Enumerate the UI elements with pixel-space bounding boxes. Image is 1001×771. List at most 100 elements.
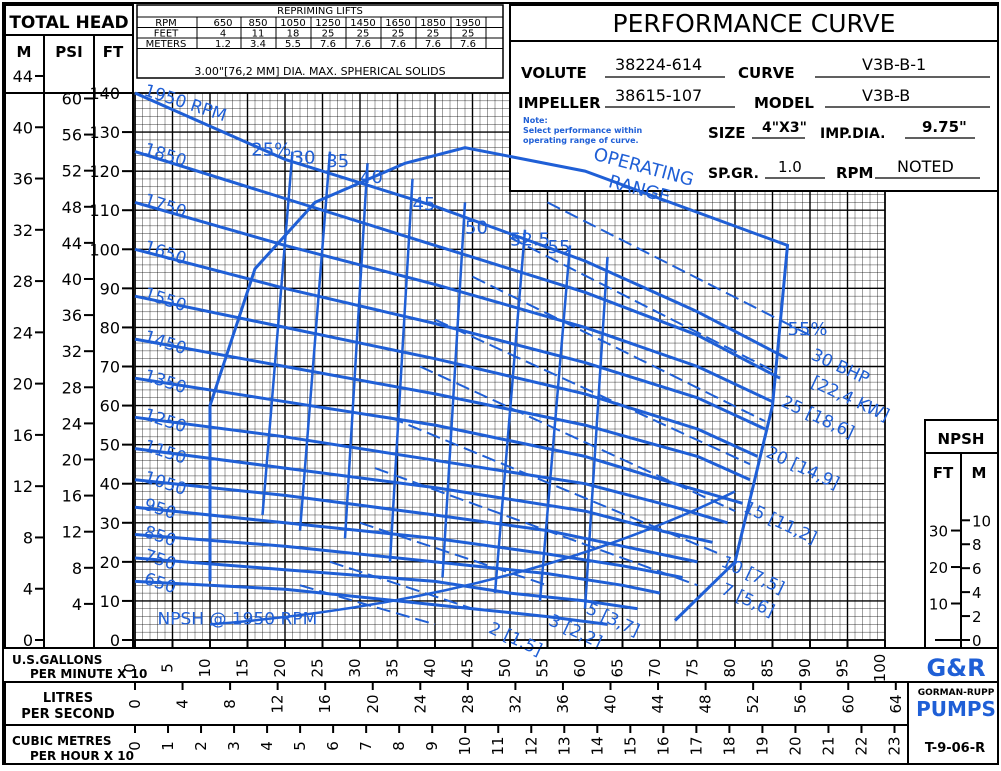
spgr-value: 1.0 — [778, 158, 802, 176]
lps-tick-label: 44 — [649, 694, 667, 713]
gpm-tick-label: 100 — [871, 654, 889, 683]
gpm-tick-label: 40 — [421, 658, 439, 677]
gpm-tick-label: 15 — [234, 658, 252, 677]
bhp-line — [329, 560, 473, 610]
cmh-tick-label: 15 — [621, 736, 639, 755]
note-title: Note: — [523, 116, 548, 125]
logo-text-1: G&R — [926, 654, 985, 682]
repriming-lifts-table: REPRIMING LIFTS RPM 650 850 1050 1250 1450 165… — [136, 4, 504, 79]
psi-tick-label: 52 — [62, 162, 82, 181]
efficiency-label: 35 — [326, 151, 349, 172]
lps-tick-label: 64 — [887, 694, 905, 713]
gorman-rupp-logo: G&R GORMAN-RUPP PUMPS — [916, 652, 996, 721]
efficiency-label: 55% — [788, 319, 828, 340]
npsh-m-tick-label: 0 — [972, 632, 982, 650]
chart-code: T-9-06-R — [925, 741, 985, 756]
ft-tick-label: 130 — [89, 123, 120, 142]
psi-tick-label: 40 — [62, 270, 82, 289]
head-curve — [134, 579, 608, 626]
gpm-tick-label: 55 — [534, 658, 552, 677]
gpm-tick-label: 30 — [346, 658, 364, 677]
psi-tick-label: 56 — [62, 126, 82, 145]
note-line1: Select performance within — [523, 126, 643, 135]
impdia-label: IMP.DIA. — [820, 126, 885, 142]
psi-tick-label: 48 — [62, 198, 82, 217]
title: PERFORMANCE CURVE — [613, 9, 896, 38]
lps-tick-label: 12 — [269, 694, 287, 713]
gpm-tick-label: 10 — [196, 658, 214, 677]
cmh-tick-label: 21 — [819, 736, 837, 755]
cmh-label-1: CUBIC METRES — [12, 734, 112, 748]
psi-tick-label: 44 — [62, 234, 82, 253]
ft-tick-label: 100 — [89, 240, 120, 259]
bhp-line — [434, 318, 751, 466]
gpm-tick-label: 0 — [121, 663, 139, 673]
m-tick-label: 36 — [13, 170, 33, 189]
repriming-cell: 1050 — [280, 18, 305, 29]
repriming-cell: 1850 — [420, 18, 445, 29]
npsh-title: NPSH — [938, 430, 985, 448]
m-tick-label: 28 — [13, 272, 33, 291]
lps-tick-label: 20 — [364, 694, 382, 713]
lps-tick-label: 28 — [459, 694, 477, 713]
efficiency-label: 55 — [548, 237, 571, 258]
m-tick-label: 24 — [13, 323, 33, 342]
m-tick-label: 20 — [13, 375, 33, 394]
repriming-title: REPRIMING LIFTS — [277, 6, 363, 17]
unit-psi-label: PSI — [55, 43, 82, 61]
repriming-cell: RPM — [155, 18, 177, 29]
head-curve — [134, 91, 789, 361]
gpm-tick-label: 80 — [721, 658, 739, 677]
lps-tick-label: 52 — [744, 694, 762, 713]
cmh-tick-label: 1 — [159, 741, 177, 751]
npsh-ft-tick-label: 20 — [929, 559, 948, 577]
cmh-tick-label: 8 — [390, 741, 408, 751]
head-curve — [134, 505, 683, 579]
repriming-cell: 5.5 — [285, 39, 301, 50]
head-curve — [134, 533, 661, 595]
gpm-tick-label: 95 — [834, 658, 852, 677]
size-value: 4"X3" — [762, 120, 807, 136]
bhp-line — [359, 521, 548, 587]
logo-text-2: GORMAN-RUPP — [918, 688, 995, 698]
cmh-tick-label: 13 — [555, 736, 573, 755]
m-tick-label: 12 — [13, 477, 33, 496]
curve-value: V3B-B-1 — [862, 55, 926, 74]
efficiency-label: 30 — [293, 147, 316, 168]
cmh-tick-label: 19 — [753, 736, 771, 755]
psi-tick-label: 32 — [62, 342, 82, 361]
efficiency-label: 52.5 — [510, 229, 550, 250]
lps-tick-label: 32 — [506, 694, 524, 713]
psi-tick-label: 16 — [62, 487, 82, 506]
spgr-label: SP.GR. — [708, 166, 759, 182]
ft-tick-label: 90 — [100, 279, 120, 298]
m-tick-label: 8 — [23, 528, 33, 547]
psi-tick-label: 12 — [62, 523, 82, 542]
ft-tick-label: 80 — [100, 318, 120, 337]
repriming-cell: 25 — [392, 29, 405, 40]
cmh-tick-label: 5 — [291, 741, 309, 751]
repriming-cell: 1.2 — [215, 39, 231, 50]
bhp-line — [374, 467, 698, 587]
cmh-tick-label: 11 — [489, 736, 507, 755]
head-curve — [134, 376, 743, 505]
bhp-line — [547, 201, 811, 337]
npsh-unit-m: M — [972, 464, 987, 482]
m-tick-label: 32 — [13, 221, 33, 240]
size-label: SIZE — [708, 124, 746, 142]
m-tick-label: 40 — [13, 118, 33, 137]
psi-tick-label: 20 — [62, 450, 82, 469]
cmh-tick-label: 17 — [687, 736, 705, 755]
ft-tick-label: 20 — [100, 553, 120, 572]
volute-label: VOLUTE — [521, 64, 587, 82]
curve-label: CURVE — [738, 64, 795, 82]
gpm-tick-label: 65 — [609, 658, 627, 677]
ft-tick-label: 0 — [110, 631, 120, 650]
gpm-label-1: U.S.GALLONS — [12, 653, 102, 667]
head-curve — [134, 478, 698, 564]
lps-tick-label: 60 — [839, 694, 857, 713]
cmh-tick-label: 18 — [720, 736, 738, 755]
model-label: MODEL — [754, 94, 814, 112]
efficiency-line — [441, 202, 467, 578]
repriming-cell: 650 — [213, 18, 232, 29]
